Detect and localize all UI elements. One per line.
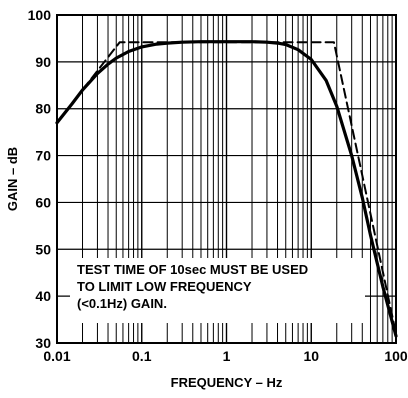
annotation-line-2: TO LIMIT LOW FREQUENCY bbox=[77, 279, 252, 294]
x-tick-label: 100 bbox=[384, 348, 408, 364]
y-tick-label: 30 bbox=[35, 335, 51, 351]
y-tick-label: 90 bbox=[35, 54, 51, 70]
y-tick-label: 100 bbox=[28, 7, 52, 23]
y-tick-label: 60 bbox=[35, 194, 51, 210]
annotation-line-1: TEST TIME OF 10sec MUST BE USED bbox=[77, 262, 308, 277]
y-tick-label: 50 bbox=[35, 241, 51, 257]
y-tick-label: 80 bbox=[35, 101, 51, 117]
y-tick-label: 70 bbox=[35, 148, 51, 164]
x-tick-label: 10 bbox=[303, 348, 319, 364]
series-layer bbox=[55, 40, 398, 338]
y-tick-label: 40 bbox=[35, 288, 51, 304]
x-tick-label: 0.1 bbox=[132, 348, 152, 364]
y-axis-title: GAIN – dB bbox=[5, 147, 20, 211]
annotation-line-3: (<0.1Hz) GAIN. bbox=[77, 296, 167, 311]
solid-series-line bbox=[55, 40, 398, 338]
x-tick-label: 0.01 bbox=[43, 348, 70, 364]
annotation-layer: TEST TIME OF 10sec MUST BE USED TO LIMIT… bbox=[77, 262, 308, 311]
x-tick-label: 1 bbox=[223, 348, 231, 364]
plot-frame bbox=[56, 14, 397, 344]
dashed-series-line bbox=[56, 41, 397, 335]
x-axis-title: FREQUENCY – Hz bbox=[171, 375, 283, 390]
annotation-box bbox=[70, 258, 365, 323]
x-tick-labels: 0.01 0.1 1 10 100 bbox=[43, 348, 408, 364]
y-tick-labels: 30 40 50 60 70 80 90 100 bbox=[28, 7, 52, 351]
